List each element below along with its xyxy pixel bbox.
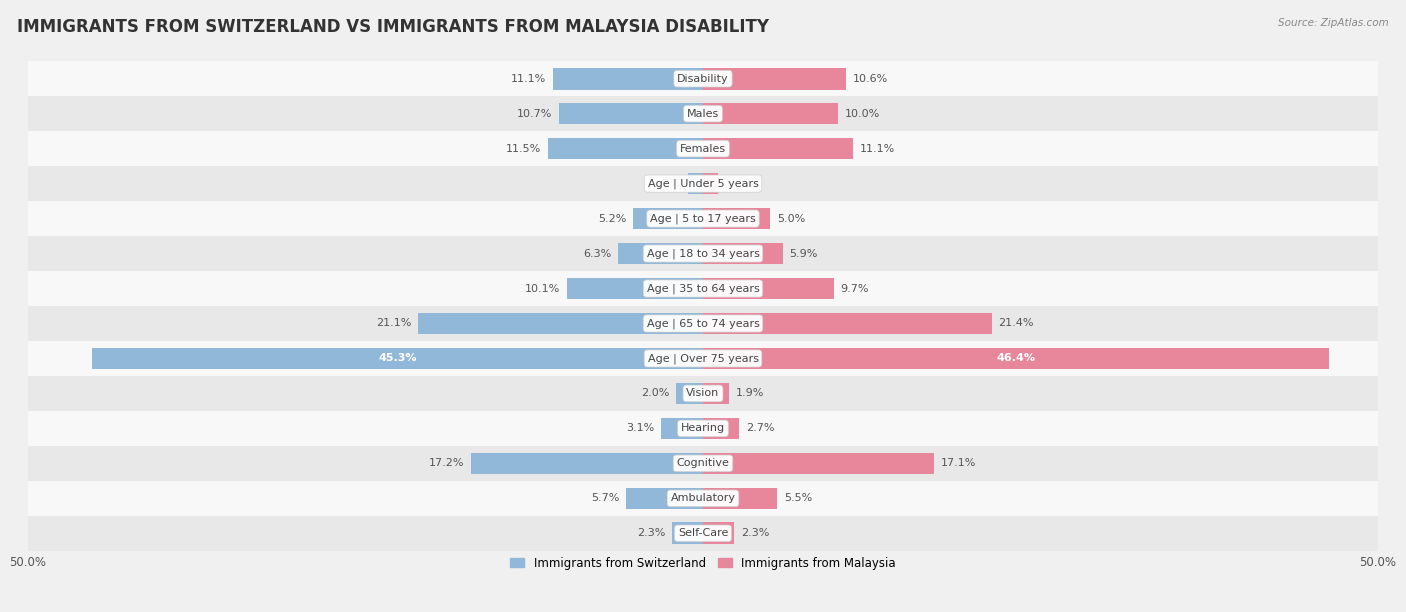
Text: IMMIGRANTS FROM SWITZERLAND VS IMMIGRANTS FROM MALAYSIA DISABILITY: IMMIGRANTS FROM SWITZERLAND VS IMMIGRANT…	[17, 18, 769, 36]
Bar	[28, 271, 1378, 306]
Text: 45.3%: 45.3%	[378, 354, 416, 364]
Text: 2.3%: 2.3%	[741, 528, 769, 539]
Text: 6.3%: 6.3%	[583, 248, 612, 258]
Text: 10.6%: 10.6%	[853, 73, 889, 84]
Text: 1.9%: 1.9%	[735, 389, 763, 398]
Text: Vision: Vision	[686, 389, 720, 398]
Bar	[672, 523, 703, 544]
Bar	[28, 131, 1378, 166]
Bar	[703, 488, 778, 509]
Text: Age | 65 to 74 years: Age | 65 to 74 years	[647, 318, 759, 329]
Bar	[28, 166, 1378, 201]
Bar	[703, 382, 728, 405]
Bar	[28, 481, 1378, 516]
Text: Self-Care: Self-Care	[678, 528, 728, 539]
Bar	[418, 313, 703, 334]
Bar	[558, 103, 703, 124]
Bar	[28, 446, 1378, 481]
Bar	[567, 278, 703, 299]
Bar	[703, 103, 838, 124]
Bar	[703, 243, 783, 264]
Bar	[626, 488, 703, 509]
Bar	[703, 313, 991, 334]
Text: Age | Over 75 years: Age | Over 75 years	[648, 353, 758, 364]
Text: 5.0%: 5.0%	[778, 214, 806, 223]
Bar	[703, 523, 734, 544]
Bar	[28, 61, 1378, 96]
Bar	[619, 243, 703, 264]
Bar	[91, 348, 703, 369]
Bar	[548, 138, 703, 160]
Text: Disability: Disability	[678, 73, 728, 84]
Text: 3.1%: 3.1%	[626, 424, 654, 433]
Bar	[28, 236, 1378, 271]
Bar	[703, 138, 853, 160]
Text: 5.5%: 5.5%	[785, 493, 813, 503]
Bar	[633, 207, 703, 230]
Text: 17.2%: 17.2%	[429, 458, 464, 468]
Bar	[28, 201, 1378, 236]
Text: 11.1%: 11.1%	[859, 144, 894, 154]
Text: Source: ZipAtlas.com: Source: ZipAtlas.com	[1278, 18, 1389, 28]
Text: 2.0%: 2.0%	[641, 389, 669, 398]
Text: 10.7%: 10.7%	[516, 109, 551, 119]
Bar	[28, 516, 1378, 551]
Bar	[703, 452, 934, 474]
Text: Cognitive: Cognitive	[676, 458, 730, 468]
Bar	[688, 173, 703, 195]
Text: Females: Females	[681, 144, 725, 154]
Bar	[28, 96, 1378, 131]
Bar	[471, 452, 703, 474]
Text: 46.4%: 46.4%	[997, 354, 1036, 364]
Text: Hearing: Hearing	[681, 424, 725, 433]
Bar	[28, 411, 1378, 446]
Text: Age | 5 to 17 years: Age | 5 to 17 years	[650, 214, 756, 224]
Text: 1.1%: 1.1%	[654, 179, 682, 188]
Bar	[703, 207, 770, 230]
Text: Ambulatory: Ambulatory	[671, 493, 735, 503]
Text: Age | 35 to 64 years: Age | 35 to 64 years	[647, 283, 759, 294]
Bar	[703, 417, 740, 439]
Text: 5.9%: 5.9%	[789, 248, 818, 258]
Bar	[28, 306, 1378, 341]
Bar	[28, 341, 1378, 376]
Text: Males: Males	[688, 109, 718, 119]
Bar	[703, 173, 718, 195]
Legend: Immigrants from Switzerland, Immigrants from Malaysia: Immigrants from Switzerland, Immigrants …	[505, 552, 901, 574]
Text: 5.7%: 5.7%	[591, 493, 619, 503]
Bar	[676, 382, 703, 405]
Text: 10.1%: 10.1%	[524, 283, 560, 294]
Text: 2.7%: 2.7%	[747, 424, 775, 433]
Text: Age | Under 5 years: Age | Under 5 years	[648, 178, 758, 189]
Bar	[661, 417, 703, 439]
Text: 21.4%: 21.4%	[998, 318, 1033, 329]
Text: 10.0%: 10.0%	[845, 109, 880, 119]
Text: 2.3%: 2.3%	[637, 528, 665, 539]
Bar	[553, 68, 703, 89]
Text: 11.1%: 11.1%	[512, 73, 547, 84]
Text: 17.1%: 17.1%	[941, 458, 976, 468]
Bar	[703, 348, 1329, 369]
Bar	[703, 278, 834, 299]
Text: Age | 18 to 34 years: Age | 18 to 34 years	[647, 248, 759, 259]
Text: 21.1%: 21.1%	[375, 318, 412, 329]
Text: 1.1%: 1.1%	[724, 179, 752, 188]
Bar	[28, 376, 1378, 411]
Text: 11.5%: 11.5%	[506, 144, 541, 154]
Text: 9.7%: 9.7%	[841, 283, 869, 294]
Text: 5.2%: 5.2%	[598, 214, 626, 223]
Bar	[703, 68, 846, 89]
